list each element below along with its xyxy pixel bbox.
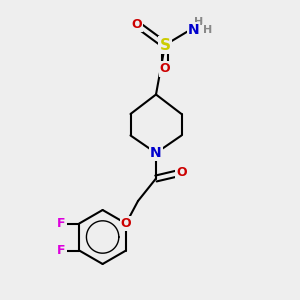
Text: O: O	[131, 17, 142, 31]
Text: N: N	[188, 23, 199, 37]
Text: O: O	[176, 166, 187, 179]
Text: F: F	[57, 244, 65, 257]
Text: H: H	[203, 25, 212, 35]
Text: O: O	[160, 62, 170, 76]
Text: F: F	[57, 217, 65, 230]
Text: N: N	[150, 146, 162, 160]
Text: H: H	[194, 16, 203, 27]
Text: S: S	[160, 38, 170, 52]
Text: O: O	[121, 217, 131, 230]
